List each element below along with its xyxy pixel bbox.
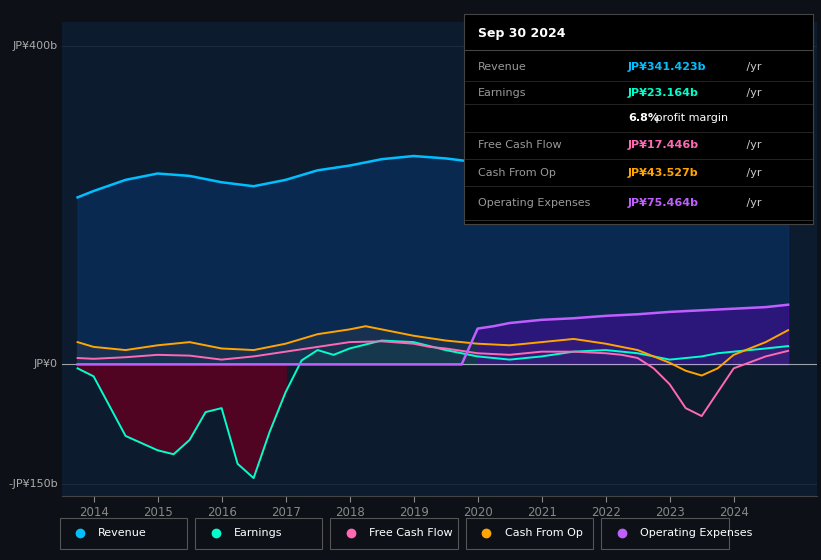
Text: /yr: /yr (743, 88, 762, 98)
Text: JP¥75.464b: JP¥75.464b (628, 198, 699, 208)
Text: Earnings: Earnings (478, 88, 526, 98)
Text: Sep 30 2024: Sep 30 2024 (478, 27, 566, 40)
Text: JP¥341.423b: JP¥341.423b (628, 62, 706, 72)
Text: JP¥43.527b: JP¥43.527b (628, 167, 699, 178)
Text: Revenue: Revenue (98, 529, 147, 538)
Text: Earnings: Earnings (234, 529, 282, 538)
Text: /yr: /yr (743, 167, 762, 178)
Text: JP¥23.164b: JP¥23.164b (628, 88, 699, 98)
Text: profit margin: profit margin (653, 113, 728, 123)
Text: Operating Expenses: Operating Expenses (478, 198, 590, 208)
Text: Revenue: Revenue (478, 62, 526, 72)
Text: Cash From Op: Cash From Op (505, 529, 582, 538)
Text: Free Cash Flow: Free Cash Flow (478, 140, 562, 150)
Text: JP¥0: JP¥0 (34, 360, 57, 370)
Text: JP¥17.446b: JP¥17.446b (628, 140, 699, 150)
Text: Free Cash Flow: Free Cash Flow (369, 529, 452, 538)
Text: Cash From Op: Cash From Op (478, 167, 556, 178)
Text: /yr: /yr (743, 198, 762, 208)
Text: /yr: /yr (743, 140, 762, 150)
Text: 6.8%: 6.8% (628, 113, 659, 123)
Text: JP¥400b: JP¥400b (12, 41, 57, 52)
Text: /yr: /yr (743, 62, 762, 72)
Text: Operating Expenses: Operating Expenses (640, 529, 752, 538)
Text: -JP¥150b: -JP¥150b (8, 479, 57, 489)
